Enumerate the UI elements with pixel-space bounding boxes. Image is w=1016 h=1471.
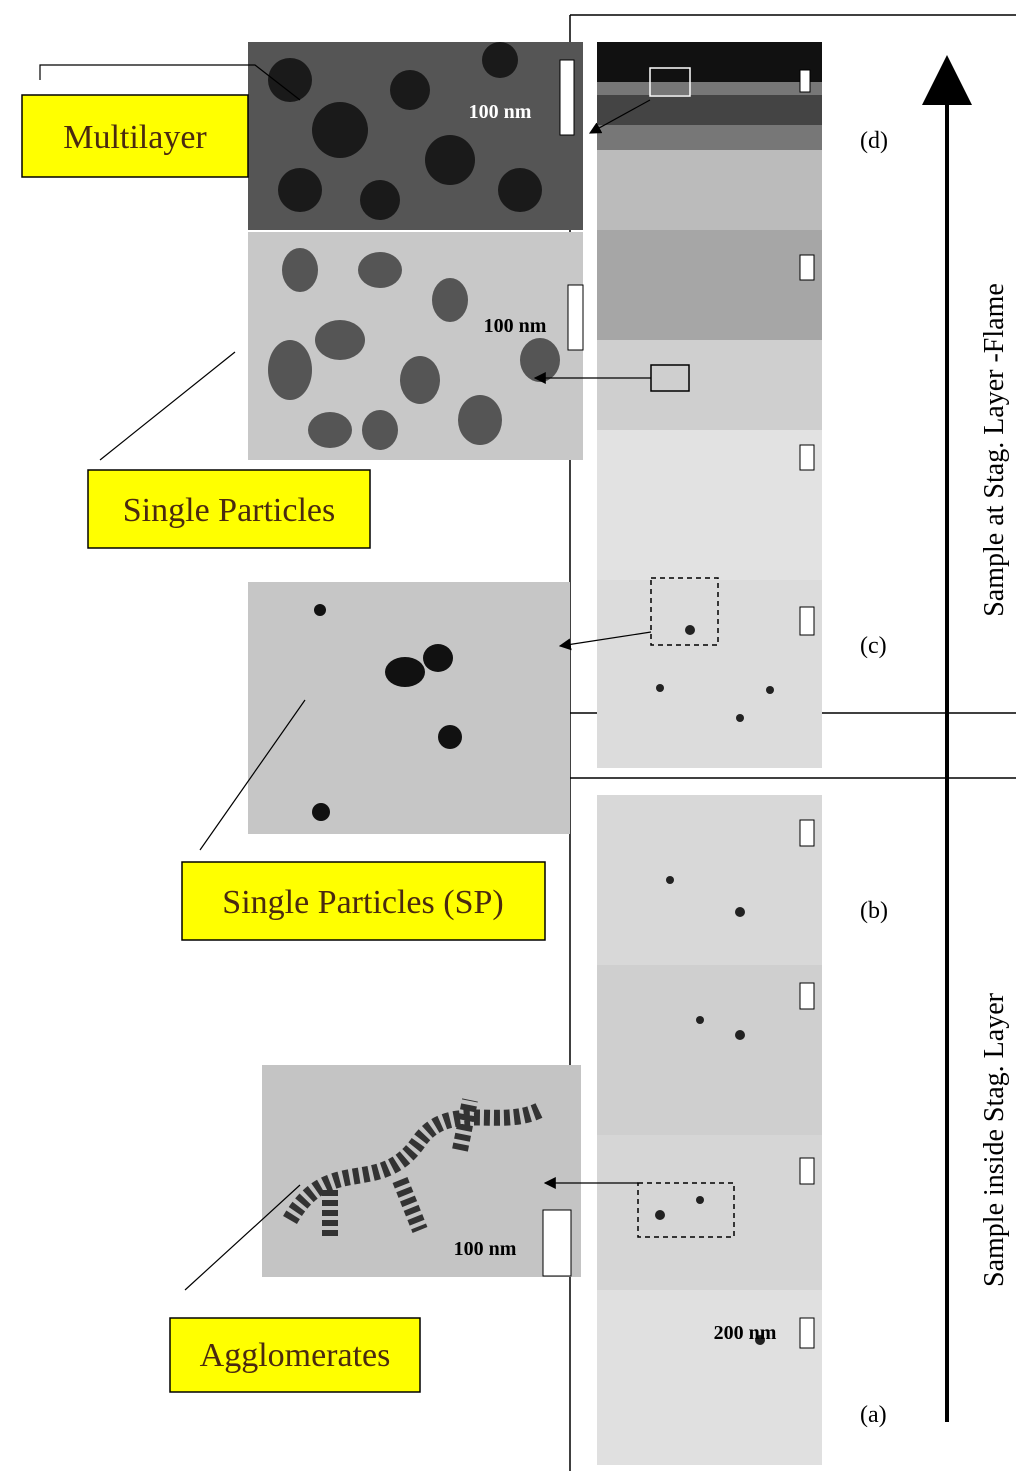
axis-label: Sample inside Stag. Layer	[979, 992, 1010, 1287]
tem-zoom	[248, 42, 583, 1277]
tem-strip	[597, 42, 822, 1465]
label: Multilayer	[63, 119, 207, 156]
panel-label: (c)	[860, 633, 887, 659]
axis-label: Sample at Stag. Layer -Flame	[979, 283, 1010, 617]
scale-bar-label: 100 nm	[484, 315, 547, 337]
scale-bar-label: 200 nm	[714, 1322, 777, 1344]
label: Single Particles (SP)	[222, 884, 503, 921]
figure: Multilayer Single Particles Single Parti…	[0, 0, 1016, 1471]
scale-bar-label: 100 nm	[469, 101, 532, 123]
panel-label: (a)	[860, 1402, 887, 1428]
panel-label: (d)	[860, 128, 888, 154]
label: Agglomerates	[200, 1337, 391, 1374]
label: Single Particles	[123, 492, 335, 529]
scale-bar-label: 100 nm	[454, 1238, 517, 1260]
panel-label: (b)	[860, 898, 888, 924]
axis-arrowhead	[922, 55, 972, 105]
